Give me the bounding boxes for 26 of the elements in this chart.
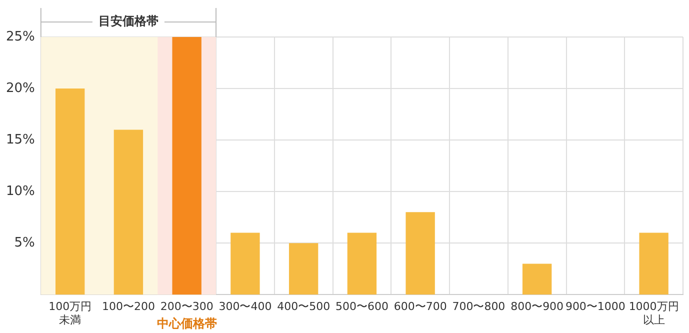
- x-tick-label: 100万円未満: [48, 300, 92, 326]
- y-tick-label: 15%: [6, 132, 35, 148]
- bar: [406, 212, 435, 295]
- bar: [522, 264, 552, 295]
- bar: [114, 130, 144, 295]
- bar: [347, 232, 377, 295]
- x-tick-label: 900〜1000: [565, 300, 626, 314]
- band-label: 目安価格帯: [98, 14, 158, 28]
- x-tick-label: 800〜900: [510, 300, 564, 314]
- x-tick-label: 1000万円以上: [628, 300, 679, 326]
- y-tick-label: 20%: [6, 80, 35, 96]
- x-tick-label: 700〜800: [452, 300, 506, 314]
- x-tick-label: 300〜400: [218, 300, 272, 314]
- x-tick-label: 400〜500: [277, 300, 330, 314]
- x-tick-label: 600〜700: [394, 300, 447, 314]
- x-tick-label: 100〜200: [102, 300, 155, 314]
- x-tick-label: 200〜300: [160, 300, 214, 314]
- y-tick-label: 25%: [6, 29, 35, 44]
- bar: [230, 232, 260, 295]
- y-tick-label: 5%: [14, 235, 35, 250]
- y-tick-label: 10%: [6, 184, 35, 199]
- band-label: 中心価格帯: [156, 316, 217, 331]
- bar: [55, 88, 85, 295]
- bar: [288, 243, 318, 295]
- bar: [639, 232, 668, 295]
- x-tick-label: 500〜600: [335, 300, 388, 314]
